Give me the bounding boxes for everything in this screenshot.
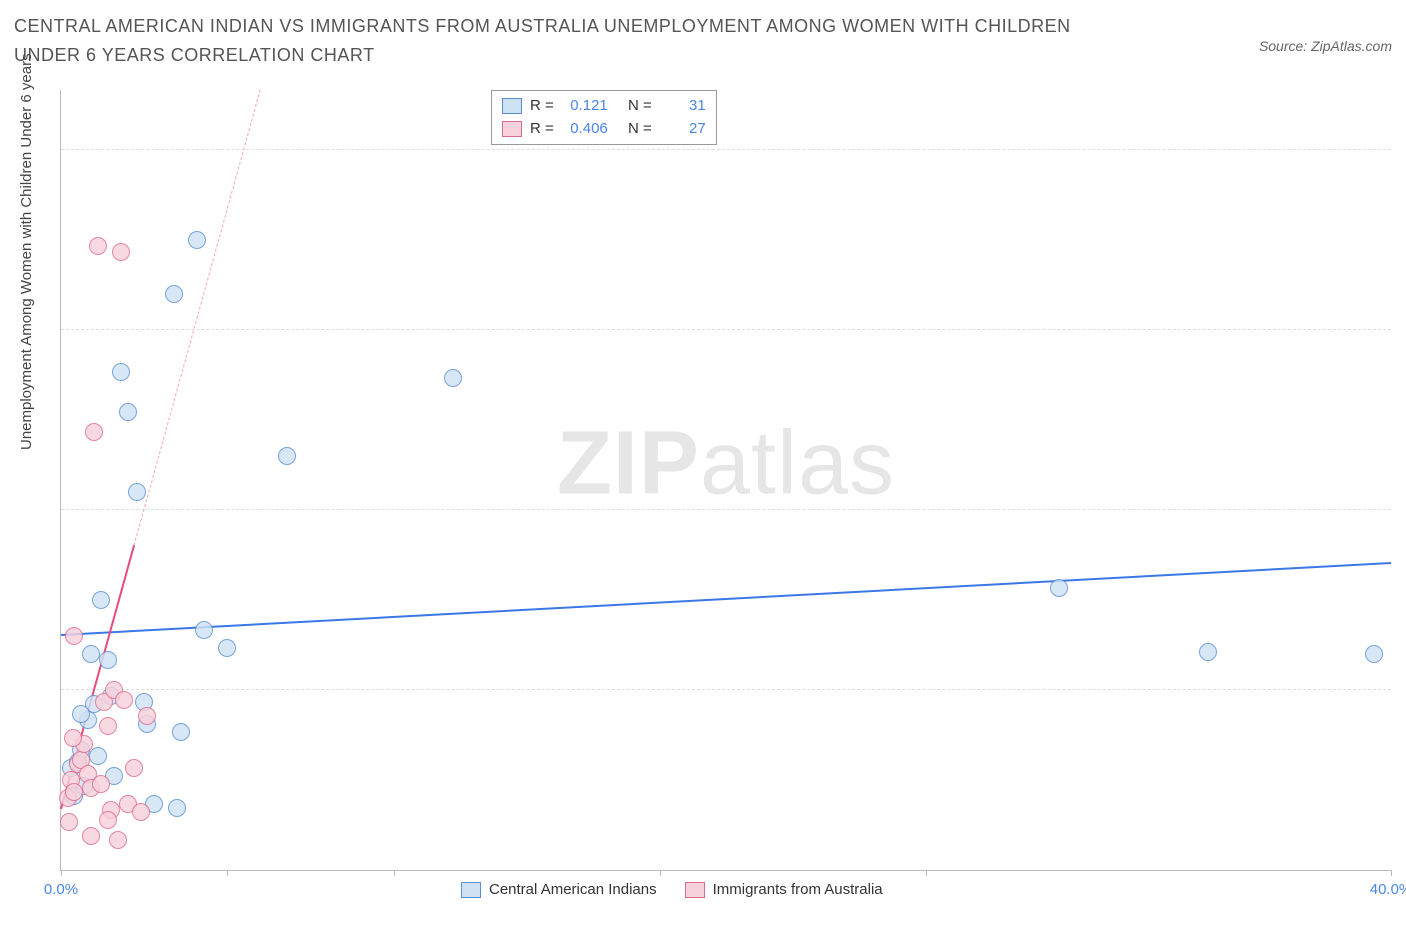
data-point	[1050, 579, 1068, 597]
data-point	[92, 775, 110, 793]
data-point	[112, 243, 130, 261]
data-point	[112, 363, 130, 381]
x-tick	[227, 870, 228, 876]
data-point	[128, 483, 146, 501]
swatch-series-0	[461, 882, 481, 898]
series-legend: Central American Indians Immigrants from…	[461, 881, 883, 898]
gridline	[61, 149, 1391, 150]
source-label: Source: ZipAtlas.com	[1259, 38, 1392, 54]
x-tick	[660, 870, 661, 876]
data-point	[92, 591, 110, 609]
data-point	[82, 645, 100, 663]
watermark: ZIPatlas	[557, 413, 895, 516]
y-tick-label: 30.0%	[1397, 485, 1406, 502]
data-point	[168, 799, 186, 817]
data-point	[1199, 643, 1217, 661]
trend-line	[134, 89, 261, 545]
trend-line	[61, 562, 1391, 636]
data-point	[278, 447, 296, 465]
data-point	[132, 803, 150, 821]
y-axis-title: Unemployment Among Women with Children U…	[18, 53, 35, 450]
data-point	[64, 729, 82, 747]
swatch-series-1	[685, 882, 705, 898]
x-tick	[394, 870, 395, 876]
gridline	[61, 509, 1391, 510]
gridline	[61, 689, 1391, 690]
x-tick	[1391, 870, 1392, 876]
data-point	[218, 639, 236, 657]
y-tick-label: 15.0%	[1397, 665, 1406, 682]
x-tick	[61, 870, 62, 876]
data-point	[65, 783, 83, 801]
scatter-plot: ZIPatlas R = 0.121 N = 31 R = 0.406 N = …	[60, 90, 1391, 871]
swatch-series-1	[502, 121, 522, 137]
x-tick-label: 40.0%	[1370, 881, 1406, 898]
chart-title: CENTRAL AMERICAN INDIAN VS IMMIGRANTS FR…	[14, 12, 1134, 70]
corr-row-series-1: R = 0.406 N = 27	[502, 118, 706, 141]
y-tick-label: 60.0%	[1397, 125, 1406, 142]
data-point	[89, 747, 107, 765]
data-point	[172, 723, 190, 741]
data-point	[99, 717, 117, 735]
data-point	[195, 621, 213, 639]
data-point	[72, 705, 90, 723]
y-tick-label: 45.0%	[1397, 305, 1406, 322]
x-tick-label: 0.0%	[44, 881, 78, 898]
data-point	[89, 237, 107, 255]
data-point	[125, 759, 143, 777]
data-point	[65, 627, 83, 645]
data-point	[115, 691, 133, 709]
data-point	[138, 707, 156, 725]
legend-label: Central American Indians	[489, 881, 657, 898]
data-point	[99, 811, 117, 829]
data-point	[119, 403, 137, 421]
data-point	[1365, 645, 1383, 663]
correlation-legend: R = 0.121 N = 31 R = 0.406 N = 27	[491, 90, 717, 145]
legend-label: Immigrants from Australia	[713, 881, 883, 898]
x-tick	[926, 870, 927, 876]
gridline	[61, 329, 1391, 330]
swatch-series-0	[502, 98, 522, 114]
data-point	[82, 827, 100, 845]
corr-row-series-0: R = 0.121 N = 31	[502, 95, 706, 118]
data-point	[60, 813, 78, 831]
data-point	[99, 651, 117, 669]
data-point	[109, 831, 127, 849]
data-point	[165, 285, 183, 303]
data-point	[85, 423, 103, 441]
data-point	[188, 231, 206, 249]
data-point	[444, 369, 462, 387]
